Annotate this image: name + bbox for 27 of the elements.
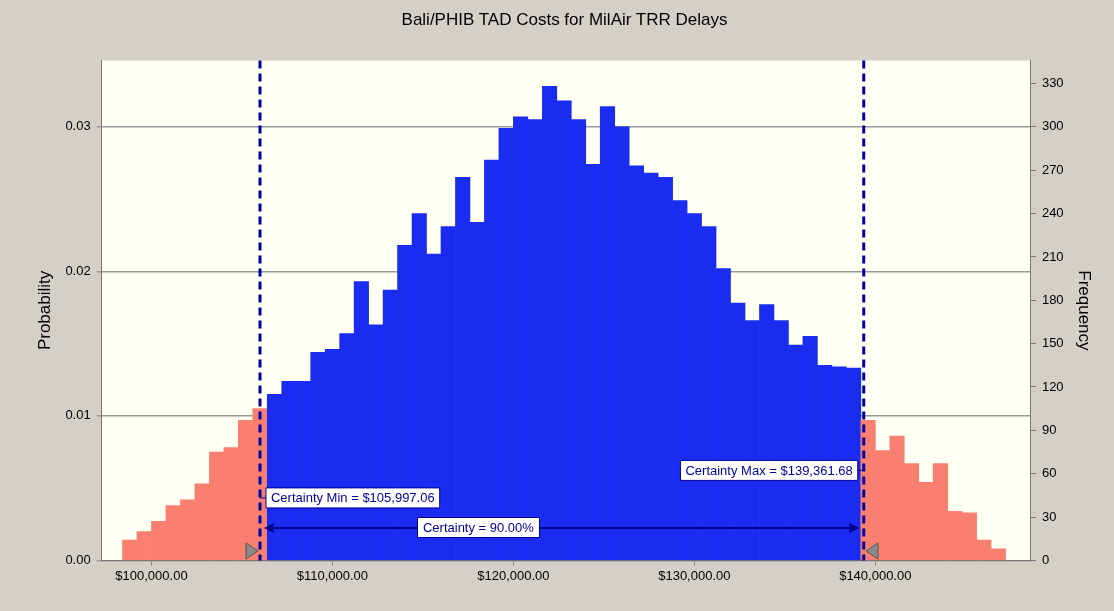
y2-tick-label: 180 (1041, 291, 1064, 307)
annotation: Certainty = 90.00% (416, 517, 540, 539)
y2-tick-label: 300 (1041, 118, 1064, 134)
ref-line-label: Certainty Max = $139,361.68 (685, 462, 853, 478)
y2-tick-label: 210 (1041, 248, 1064, 264)
y2-axis-title: Frequency (1075, 270, 1095, 352)
y2-tick-label: 270 (1041, 161, 1064, 177)
x-tick-label: $100,000.00 (115, 567, 188, 583)
y2-tick-label: 240 (1041, 205, 1064, 221)
y-tick-label: 0.01 (65, 407, 91, 423)
y2-tick-label: 90 (1041, 421, 1057, 437)
y-axis-title: Probability (34, 270, 54, 351)
y-tick-label: 0.00 (65, 551, 91, 567)
y2-tick-label: 120 (1041, 378, 1064, 394)
x-tick-label: $140,000.00 (839, 567, 912, 583)
y2-tick-label: 30 (1041, 508, 1057, 524)
chart-title: Bali/PHIB TAD Costs for MilAir TRR Delays (401, 9, 728, 29)
x-tick-label: $120,000.00 (477, 567, 550, 583)
y2-tick-label: 330 (1041, 75, 1064, 91)
x-tick-label: $130,000.00 (658, 567, 731, 583)
ref-line-label: Certainty Min = $105,997.06 (270, 490, 435, 506)
y2-tick-label: 150 (1041, 335, 1064, 351)
y-tick-label: 0.02 (65, 262, 91, 278)
y2-tick-label: 60 (1041, 465, 1057, 481)
y2-tick-label: 0 (1041, 551, 1050, 567)
y-tick-label: 0.03 (65, 118, 91, 134)
x-tick-label: $110,000.00 (296, 567, 369, 583)
